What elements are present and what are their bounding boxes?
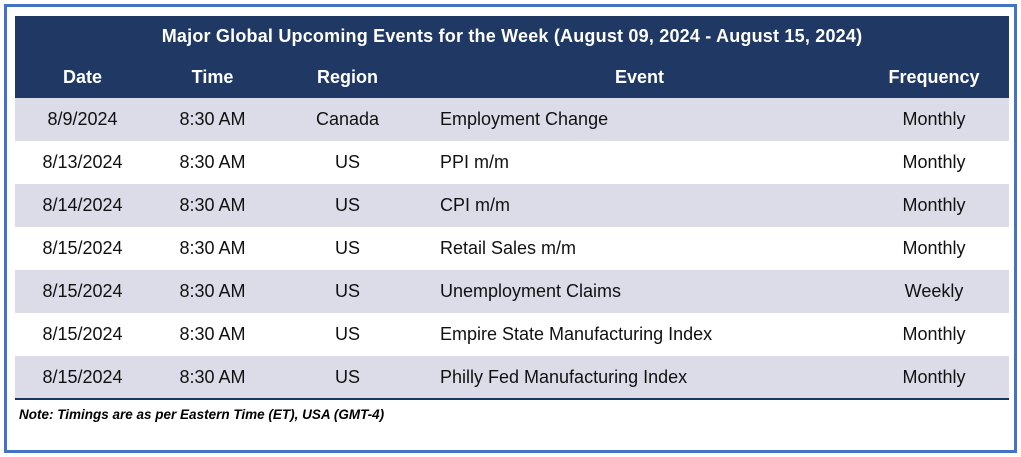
cell-time: 8:30 AM — [179, 281, 246, 301]
cell-frequency: Monthly — [902, 324, 966, 344]
cell-frequency: Monthly — [902, 366, 966, 387]
cell-event: CPI m/m — [440, 195, 510, 215]
cell-date: 8/15/2024 — [42, 366, 123, 387]
cell-frequency: Monthly — [902, 195, 966, 215]
table-frame: Major Global Upcoming Events for the Wee… — [4, 4, 1017, 453]
cell-frequency: Monthly — [902, 238, 966, 258]
cell-region: US — [334, 152, 360, 172]
cell-event: Empire State Manufacturing Index — [440, 324, 713, 344]
table-header-row: Date Time Region Event Frequency — [15, 56, 1010, 98]
cell-time: 8:30 AM — [179, 109, 246, 129]
cell-event: Philly Fed Manufacturing Index — [440, 366, 688, 387]
cell-frequency: Weekly — [904, 281, 964, 301]
table-row: 8/13/2024 8:30 AM US PPI m/m Monthly — [15, 141, 1010, 184]
cell-region: US — [334, 195, 360, 215]
cell-event: PPI m/m — [440, 152, 510, 172]
cell-date: 8/13/2024 — [42, 152, 123, 172]
cell-frequency: Monthly — [902, 109, 966, 129]
cell-region: Canada — [315, 109, 380, 129]
cell-date: 8/15/2024 — [42, 281, 123, 301]
cell-time: 8:30 AM — [179, 195, 246, 215]
col-header-time: Time — [150, 56, 275, 98]
cell-region: US — [334, 324, 360, 344]
cell-event: Employment Change — [440, 109, 609, 129]
cell-date: 8/14/2024 — [42, 195, 123, 215]
cell-region: US — [334, 281, 360, 301]
table-title: Major Global Upcoming Events for the Wee… — [15, 16, 1010, 56]
col-header-event: Event — [420, 56, 859, 98]
events-table: Major Global Upcoming Events for the Wee… — [15, 16, 1010, 400]
cell-date: 8/15/2024 — [42, 238, 123, 258]
cell-date: 8/9/2024 — [47, 109, 118, 129]
cell-event: Retail Sales m/m — [440, 238, 577, 258]
col-header-date: Date — [15, 56, 150, 98]
table-row: 8/14/2024 8:30 AM US CPI m/m Monthly — [15, 184, 1010, 227]
table-row: 8/15/2024 8:30 AM US Retail Sales m/m Mo… — [15, 227, 1010, 270]
table-row: 8/15/2024 8:30 AM US Empire State Manufa… — [15, 313, 1010, 356]
cell-frequency: Monthly — [902, 152, 966, 172]
cell-event: Unemployment Claims — [440, 281, 622, 301]
col-header-region: Region — [275, 56, 420, 98]
cell-region: US — [334, 238, 360, 258]
cell-region: US — [334, 366, 360, 387]
col-header-frequency: Frequency — [859, 56, 1010, 98]
cell-date: 8/15/2024 — [42, 324, 123, 344]
table-row: 8/15/2024 8:30 AM US Philly Fed Manufact… — [15, 356, 1010, 399]
table-row: 8/9/2024 8:30 AM Canada Employment Chang… — [15, 98, 1010, 141]
cell-time: 8:30 AM — [179, 238, 246, 258]
cell-time: 8:30 AM — [179, 366, 246, 387]
table-row: 8/15/2024 8:30 AM US Unemployment Claims… — [15, 270, 1010, 313]
table-title-row: Major Global Upcoming Events for the Wee… — [15, 16, 1010, 56]
cell-time: 8:30 AM — [179, 324, 246, 344]
footnote: Note: Timings are as per Eastern Time (E… — [19, 407, 385, 422]
cell-time: 8:30 AM — [179, 152, 246, 172]
